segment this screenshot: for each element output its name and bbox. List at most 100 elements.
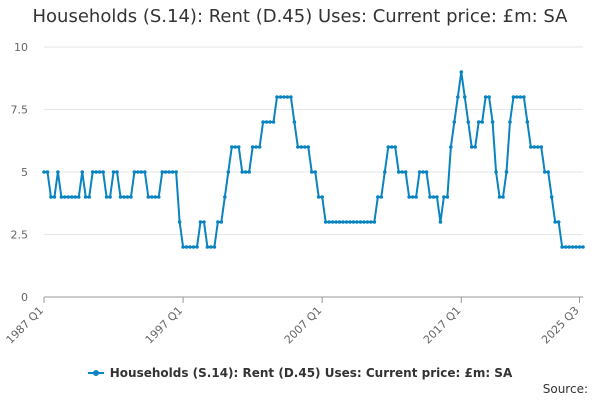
data-point	[379, 195, 384, 199]
data-point	[264, 120, 269, 124]
data-point	[125, 195, 130, 199]
data-point	[115, 170, 119, 174]
data-point	[389, 145, 394, 149]
data-point	[348, 220, 352, 224]
data-point	[83, 195, 88, 199]
data-point	[90, 170, 95, 174]
data-point	[320, 195, 324, 199]
data-point	[240, 170, 245, 174]
data-point	[156, 195, 161, 199]
data-point	[49, 195, 53, 199]
data-point	[261, 120, 265, 124]
data-point	[351, 220, 356, 224]
data-point	[45, 170, 50, 174]
data-point	[170, 170, 175, 174]
data-point	[417, 170, 422, 174]
data-point	[104, 195, 109, 199]
data-point	[504, 170, 509, 174]
data-point	[445, 195, 450, 199]
data-point	[160, 170, 165, 174]
data-point	[216, 220, 220, 224]
data-point	[466, 120, 471, 124]
data-point	[236, 145, 241, 149]
data-point	[129, 195, 133, 199]
data-point	[508, 120, 512, 124]
data-point	[66, 195, 71, 199]
x-tick-label: 2025 Q3	[539, 304, 582, 347]
data-point	[469, 145, 474, 149]
data-point	[400, 170, 404, 174]
data-point	[574, 245, 578, 249]
data-point	[167, 170, 171, 174]
data-point	[549, 195, 554, 199]
data-point	[511, 95, 516, 99]
data-point	[424, 170, 429, 174]
data-point	[369, 220, 373, 224]
data-point	[386, 145, 391, 149]
source-label: Source:	[542, 382, 588, 396]
data-point	[577, 245, 582, 249]
x-axis-tick-labels: 1987 Q1 1997 Q1 2007 Q1 2017 Q1 2025 Q3	[4, 304, 582, 347]
data-point	[480, 120, 484, 124]
data-point	[163, 170, 168, 174]
data-point	[188, 245, 192, 249]
legend-item[interactable]: Households (S.14): Rent (D.45) Uses: Cur…	[87, 366, 512, 380]
data-point	[303, 145, 307, 149]
data-point	[80, 170, 85, 174]
data-point	[403, 170, 408, 174]
data-point	[282, 95, 286, 99]
data-point	[76, 195, 81, 199]
data-point	[271, 120, 276, 124]
data-point	[428, 195, 432, 199]
data-point	[563, 245, 568, 249]
data-point	[330, 220, 335, 224]
data-point	[414, 195, 418, 199]
data-point	[223, 195, 227, 199]
data-point	[111, 170, 116, 174]
data-point	[438, 220, 443, 224]
data-point	[257, 145, 262, 149]
data-point	[362, 220, 366, 224]
data-point	[449, 145, 453, 149]
data-point	[195, 245, 199, 249]
y-tick-label: 10	[14, 41, 28, 54]
data-point	[108, 195, 112, 199]
data-point	[494, 170, 498, 174]
data-point	[268, 120, 272, 124]
data-point	[529, 145, 533, 149]
grid-lines	[44, 46, 583, 235]
data-point	[42, 170, 46, 174]
data-point	[198, 220, 203, 224]
data-point	[219, 220, 224, 224]
data-point	[181, 245, 185, 249]
data-point	[118, 195, 123, 199]
series-line	[42, 70, 585, 249]
y-tick-label: 7.5	[11, 104, 29, 117]
data-point	[209, 245, 213, 249]
data-point	[250, 145, 255, 149]
data-point	[306, 145, 311, 149]
data-point	[292, 120, 297, 124]
data-point	[94, 170, 98, 174]
data-point	[139, 170, 144, 174]
data-point	[501, 195, 505, 199]
data-point	[122, 195, 126, 199]
data-point	[334, 220, 338, 224]
data-point	[410, 195, 415, 199]
data-point	[136, 170, 140, 174]
data-point	[143, 170, 147, 174]
data-point	[278, 95, 283, 99]
data-point	[452, 120, 457, 124]
data-point	[456, 95, 460, 99]
data-point	[323, 220, 328, 224]
data-point	[174, 170, 178, 174]
data-point	[296, 145, 300, 149]
data-point	[337, 220, 342, 224]
data-point	[407, 195, 411, 199]
data-point	[546, 170, 551, 174]
y-axis-tick-labels: 0 2.5 5 7.5 10	[11, 41, 29, 304]
data-point	[431, 195, 436, 199]
data-point	[275, 95, 279, 99]
data-point	[184, 245, 189, 249]
